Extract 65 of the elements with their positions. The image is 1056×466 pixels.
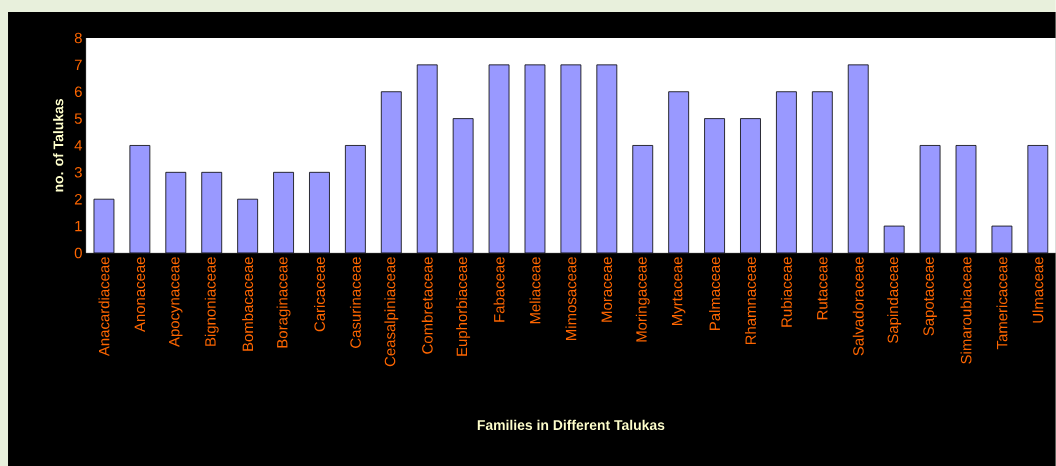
x-tick-label: Anonaceae [134,257,146,333]
x-tick-label: Rubiaceae [780,257,792,327]
bar [919,145,941,253]
y-tick-label: 5 [74,113,82,124]
x-tick-label: Boraginaceae [276,257,291,348]
bar [344,145,366,253]
x-tick-label: Moraceae [601,257,613,322]
x-tick-label: Sapotaceae [923,257,937,336]
bar [740,118,761,253]
x-tick-label: Meliaceae [529,257,541,324]
x-tick-label: Ulmaceae [1032,257,1044,323]
bar [955,145,977,253]
bar [776,91,797,253]
bar [488,64,510,253]
x-tick-label: Moringaceae [635,257,650,342]
bar [596,64,618,253]
bar [165,171,187,253]
bar [704,118,725,253]
bar [129,145,151,253]
x-tick-label: Bombacaceae [242,257,254,351]
bar [560,64,582,253]
bar [847,64,869,253]
y-tick-label: 0 [74,247,82,259]
bar [883,225,905,253]
y-axis-title: no. of Talukas [53,99,64,192]
y-tick-label: 7 [74,59,82,71]
bar [452,118,474,253]
x-tick-label: Salvadoraceae [852,257,864,356]
y-tick-label: 1 [75,220,82,232]
bar [1027,145,1049,253]
y-tick-label: 3 [74,167,82,178]
x-tick-label: Bignoniaceae [204,257,219,346]
y-tick-label: 8 [74,32,82,44]
bar [309,171,330,253]
x-tick-label: Myrtaceae [671,257,686,326]
x-tick-label: Caricaceae [313,257,325,332]
x-tick-label: Rhamnaceae [745,257,756,345]
x-tick-label: Fabaceae [493,257,505,322]
bar [991,225,1013,253]
bar [524,64,546,253]
y-tick-label: 4 [74,140,83,151]
bar [811,91,833,253]
x-tick-label: Palmaceae [709,257,721,331]
x-tick-label: Ceasalpiniaceae [384,257,399,367]
x-tick-label: Sapindaceae [887,257,902,344]
x-tick-label: Rutaceae [817,257,828,320]
x-tick-label: Anacardiaceae [98,257,110,357]
bar [237,198,259,253]
x-tick-label: Tamericaceae [996,257,1008,350]
bar [201,171,223,253]
x-tick-label: Combretaceae [421,257,433,354]
bar [273,171,294,253]
x-tick-label: Apocynaceae [169,257,183,348]
bar [380,91,402,253]
x-tick-label: Casurinaceae [349,257,361,348]
bar [632,145,654,253]
bar [93,198,115,253]
x-tick-label: Simaroubiaceae [960,257,972,364]
y-tick-label: 6 [74,86,82,98]
y-tick-label: 2 [74,194,82,205]
x-axis-title: Families in Different Talukas [477,419,665,431]
x-tick-label: Mimosaceae [565,257,577,340]
bar [668,91,690,253]
bar [416,64,438,253]
x-tick-label: Euphorbiaceae [456,257,471,356]
